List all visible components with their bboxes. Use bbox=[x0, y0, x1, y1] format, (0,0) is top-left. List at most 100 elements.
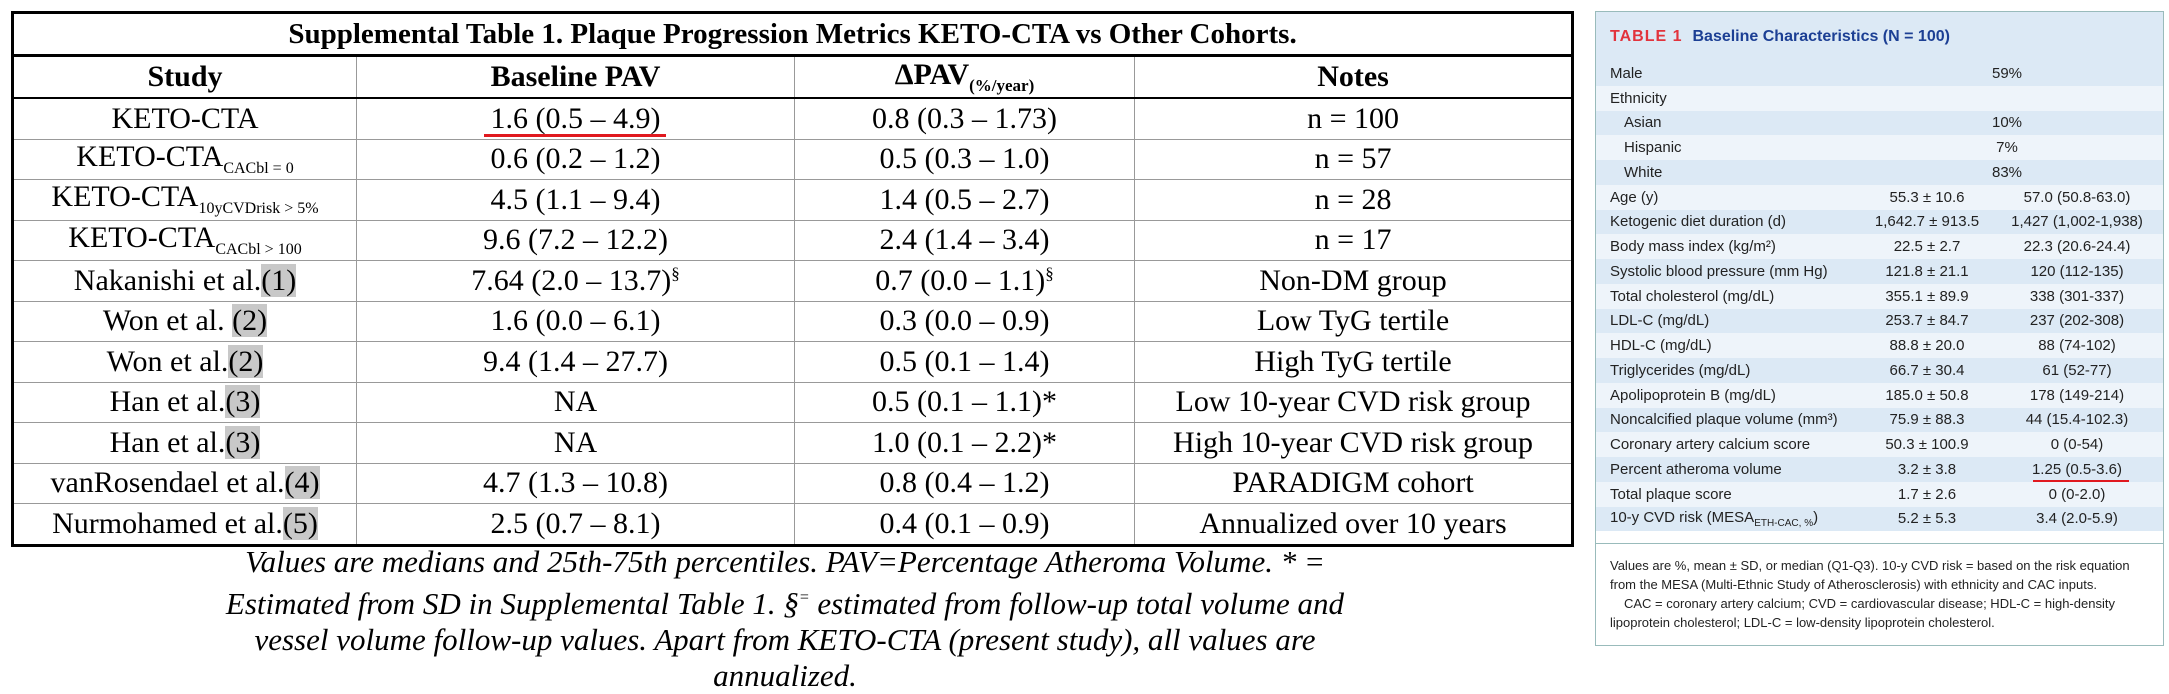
notes-cell: High TyG tertile bbox=[1133, 341, 1574, 383]
baseline-cell: 9.4 (1.4 – 27.7) bbox=[356, 341, 795, 383]
baseline-pav: 0.6 (0.2 – 1.2) bbox=[490, 142, 661, 176]
row-label: HDL-C (mg/dL) bbox=[1596, 337, 1857, 354]
notes-cell: n = 28 bbox=[1133, 179, 1574, 221]
delta-pav: 0.8 (0.3 – 1.73) bbox=[872, 101, 1057, 135]
table-row: Age (y) 55.3 ± 10.6 57.0 (50.8-63.0) bbox=[1596, 184, 2163, 210]
study-cell: Nakanishi et al.(1) bbox=[12, 260, 357, 302]
red-underline bbox=[484, 134, 666, 137]
delta-cell: 0.5 (0.3 – 1.0) bbox=[794, 138, 1135, 180]
table-header: TABLE 1 Baseline Characteristics (N = 10… bbox=[1596, 12, 2163, 61]
citation: (2) bbox=[228, 344, 264, 378]
label: LDL-C (mg/dL) bbox=[1610, 312, 1710, 330]
baseline-pav: 2.5 (0.7 – 8.1) bbox=[490, 506, 661, 540]
value: 120 (112-135) bbox=[2030, 262, 2124, 280]
label: Ketogenic diet duration (d) bbox=[1610, 213, 1786, 231]
value: 55.3 ± 10.6 bbox=[1889, 188, 1965, 206]
delta-cell: 0.7 (0.0 – 1.1)§ bbox=[794, 260, 1135, 302]
study: Won et al. bbox=[102, 304, 233, 338]
table-row: Male 59% bbox=[1596, 61, 2163, 86]
row-label: Total cholesterol (mg/dL) bbox=[1596, 288, 1857, 305]
row-label: Ketogenic diet duration (d) bbox=[1596, 213, 1857, 230]
row-label: Hispanic bbox=[1596, 139, 1857, 156]
baseline-sup: § bbox=[671, 264, 680, 284]
value: 121.8 ± 21.1 bbox=[1885, 262, 1969, 280]
value: 178 (149-214) bbox=[2029, 386, 2125, 404]
value: 61 (52-77) bbox=[2042, 361, 2112, 379]
table-row: KETO-CTA10yCVDrisk > 5% 4.5 (1.1 – 9.4) 1.… bbox=[12, 179, 1574, 221]
notes: Non-DM group bbox=[1259, 263, 1447, 297]
label: Age (y) bbox=[1610, 188, 1659, 206]
value: 22.3 (20.6-24.4) bbox=[2023, 238, 2131, 256]
delta-cell: 0.5 (0.1 – 1.4) bbox=[794, 341, 1135, 383]
label: Male bbox=[1610, 64, 1643, 82]
label-sub: ETH-CAC, % bbox=[1754, 517, 1814, 529]
label-end: ) bbox=[1813, 508, 1819, 526]
footnote-part: Values are medians and 25th-75th percent… bbox=[225, 544, 1325, 621]
table-row: Won et al. (2) 1.6 (0.0 – 6.1) 0.3 (0.0 – … bbox=[12, 300, 1574, 342]
study-cell: Won et al.(2) bbox=[12, 341, 357, 383]
study-cell: Nurmohamed et al.(5) bbox=[12, 503, 357, 546]
table: Supplemental Table 1. Plaque Progression… bbox=[11, 11, 1575, 547]
row-label: Age (y) bbox=[1596, 189, 1857, 206]
table-row: Noncalcified plaque volume (mm³) 75.9 ± 8… bbox=[1596, 407, 2163, 433]
row-label: Body mass index (kg/m²) bbox=[1596, 238, 1857, 255]
citation: (4) bbox=[284, 466, 320, 500]
table-row: KETO-CTA 1.6 (0.5 – 4.9) 0.8 (0.3 – 1.73) n… bbox=[12, 97, 1574, 140]
delta-cell: 0.4 (0.1 – 0.9) bbox=[794, 503, 1135, 546]
baseline-pav: NA bbox=[553, 385, 598, 419]
table-row: Total cholesterol (mg/dL) 355.1 ± 89.9 338… bbox=[1596, 283, 2163, 309]
study-cell: Han et al.(3) bbox=[12, 381, 357, 423]
row-label: LDL-C (mg/dL) bbox=[1596, 312, 1857, 329]
notes: n = 100 bbox=[1307, 101, 1399, 135]
notes-cell: n = 17 bbox=[1133, 219, 1574, 261]
study-sub: CACbl = 0 bbox=[223, 159, 294, 177]
table-row: Ketogenic diet duration (d) 1,642.7 ± 913… bbox=[1596, 209, 2163, 235]
label: White bbox=[1624, 163, 1663, 181]
delta-pav: 0.3 (0.0 – 0.9) bbox=[879, 304, 1050, 338]
study-sub: CACbl > 100 bbox=[215, 240, 302, 258]
study-cell: vanRosendael et al.(4) bbox=[12, 462, 357, 504]
delta-cell: 0.8 (0.3 – 1.73) bbox=[794, 97, 1135, 140]
table-title: Baseline Characteristics (N = 100) bbox=[1692, 27, 1950, 45]
study: KETO-CTA bbox=[51, 180, 199, 214]
baseline-pav: NA bbox=[553, 425, 598, 459]
citation: (3) bbox=[225, 385, 261, 419]
delta-cell: 1.4 (0.5 – 2.7) bbox=[794, 179, 1135, 221]
study: vanRosendael et al. bbox=[50, 466, 285, 500]
study: Won et al. bbox=[106, 344, 229, 378]
label: Asian bbox=[1624, 114, 1662, 132]
delta-pav: 0.7 (0.0 – 1.1) bbox=[875, 264, 1046, 298]
value: 66.7 ± 30.4 bbox=[1889, 361, 1965, 379]
table-row: KETO-CTACACbl > 100 9.6 (7.2 – 12.2) 2.4 (… bbox=[12, 219, 1574, 261]
value: 5.2 ± 5.3 bbox=[1897, 510, 1957, 528]
row-label: Ethnicity bbox=[1596, 90, 1857, 107]
delta-cell: 0.8 (0.4 – 1.2) bbox=[794, 462, 1135, 504]
baseline-pav: 1.6 (0.0 – 6.1) bbox=[490, 304, 661, 338]
baseline-pav: 4.5 (1.1 – 9.4) bbox=[490, 182, 661, 216]
table-row: Won et al.(2) 9.4 (1.4 – 27.7) 0.5 (0.1 – … bbox=[12, 341, 1574, 383]
header-text: ΔPAV bbox=[894, 58, 970, 91]
label: Total plaque score bbox=[1610, 485, 1732, 503]
table-row: Triglycerides (mg/dL) 66.7 ± 30.4 61 (52-7… bbox=[1596, 358, 2163, 383]
label: Total cholesterol (mg/dL) bbox=[1610, 287, 1775, 305]
value: 338 (301-337) bbox=[2029, 287, 2125, 305]
label: 10-y CVD risk (MESA bbox=[1610, 508, 1755, 526]
row-label: Asian bbox=[1596, 114, 1857, 131]
notes-cell: PARADIGM cohort bbox=[1133, 462, 1574, 504]
value: 1.25 (0.5-3.6) bbox=[2031, 460, 2123, 478]
red-underline bbox=[2033, 480, 2129, 482]
column-header: Study bbox=[12, 55, 357, 99]
notes-cell: Low 10-year CVD risk group bbox=[1133, 381, 1574, 423]
plaque-table: Supplemental Table 1. Plaque Progression… bbox=[11, 11, 1575, 547]
notes: Low 10-year CVD risk group bbox=[1175, 385, 1531, 419]
value: 88 (74-102) bbox=[2038, 337, 2116, 355]
table-row: Apolipoprotein B (mg/dL) 185.0 ± 50.8 178 … bbox=[1596, 382, 2163, 408]
baseline-pav: 1.6 (0.5 – 4.9) bbox=[490, 101, 661, 135]
table-row: Nakanishi et al.(1) 7.64 (2.0 – 13.7)§ 0.7… bbox=[12, 260, 1574, 302]
study-sub: 10yCVDrisk > 5% bbox=[198, 200, 319, 218]
value: 0 (0-54) bbox=[2050, 436, 2104, 454]
row-label: Systolic blood pressure (mm Hg) bbox=[1596, 263, 1857, 280]
label: Systolic blood pressure (mm Hg) bbox=[1610, 262, 1828, 280]
header-text: Study bbox=[147, 60, 223, 93]
baseline-cell: NA bbox=[356, 381, 795, 423]
